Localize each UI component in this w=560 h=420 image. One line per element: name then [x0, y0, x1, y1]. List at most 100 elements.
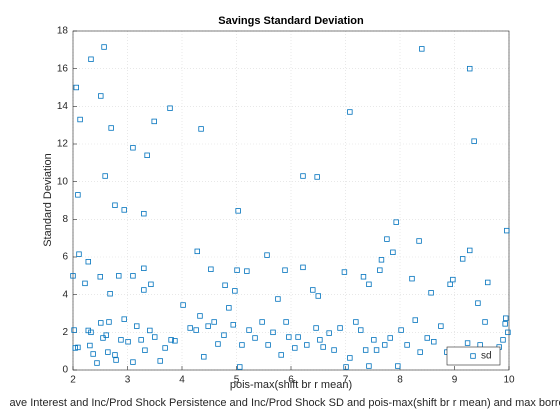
point [505, 329, 511, 336]
point [193, 327, 199, 333]
point [125, 339, 131, 345]
point [286, 334, 292, 340]
legend-label: sd [481, 351, 492, 362]
point [75, 192, 81, 198]
point [157, 358, 163, 364]
axes-box [72, 30, 510, 371]
point [387, 335, 393, 341]
y-tick-label: 16 [57, 63, 69, 74]
point [459, 256, 466, 262]
point [412, 317, 418, 323]
point [390, 249, 396, 255]
point [416, 238, 422, 244]
point [73, 84, 79, 91]
point [282, 267, 288, 273]
point [141, 210, 147, 217]
point [98, 93, 104, 99]
point [310, 287, 316, 293]
point [409, 275, 415, 282]
point [366, 281, 372, 288]
point [431, 339, 437, 345]
point [221, 332, 227, 338]
point [142, 347, 148, 353]
point [326, 330, 332, 336]
point [428, 290, 434, 296]
point [300, 173, 306, 179]
point [70, 273, 76, 279]
point [134, 323, 140, 329]
point [300, 264, 306, 271]
point [471, 138, 477, 144]
point [398, 327, 404, 333]
point [116, 273, 122, 279]
point [500, 337, 506, 343]
point [101, 44, 107, 50]
point [378, 257, 385, 263]
point [358, 327, 364, 333]
point [168, 337, 174, 343]
point [121, 316, 127, 322]
point [343, 364, 349, 370]
x-tick-label: 9 [452, 375, 458, 386]
point [88, 329, 94, 336]
point [208, 266, 214, 272]
point [172, 338, 178, 344]
point [130, 145, 136, 151]
x-axis-label: pois-max(shift br r mean) [230, 379, 352, 391]
x-tick-label: 4 [179, 375, 185, 386]
y-tick-label: 0 [62, 365, 68, 376]
point [353, 319, 359, 325]
point [384, 236, 390, 242]
point [504, 227, 510, 234]
point [148, 281, 154, 288]
point [222, 282, 228, 288]
x-tick-label: 7 [343, 375, 349, 386]
x-tick-label: 6 [288, 375, 294, 386]
point [337, 325, 343, 331]
point [106, 319, 112, 325]
point [270, 329, 276, 336]
point [107, 291, 113, 297]
legend-marker [470, 353, 476, 359]
point [419, 46, 425, 52]
point [87, 342, 93, 349]
point [304, 342, 310, 348]
point [362, 347, 369, 353]
x-tick-label: 8 [397, 375, 403, 386]
point [503, 315, 509, 321]
point [313, 325, 319, 331]
point [130, 359, 136, 365]
point [85, 259, 91, 265]
point [464, 340, 471, 346]
point [138, 337, 144, 343]
y-tick-label: 14 [57, 101, 69, 112]
legend-box [446, 346, 501, 366]
point [194, 248, 200, 255]
point [211, 319, 217, 325]
point [162, 345, 168, 351]
point [360, 274, 367, 280]
point [105, 349, 111, 355]
point [371, 337, 377, 343]
point [205, 323, 211, 329]
point [252, 335, 258, 341]
point [467, 65, 473, 72]
point [382, 342, 388, 348]
point [331, 347, 337, 353]
point [275, 296, 281, 302]
point [475, 300, 481, 306]
point [197, 313, 203, 319]
point [77, 116, 83, 123]
point [404, 342, 410, 348]
y-tick-label: 4 [62, 289, 68, 300]
point [230, 322, 236, 328]
point [102, 173, 108, 179]
point [467, 247, 473, 254]
point [108, 125, 114, 131]
x-tick-label: 10 [503, 375, 515, 386]
point [76, 251, 82, 257]
y-tick-label: 6 [62, 252, 68, 263]
point [94, 360, 100, 366]
point [341, 269, 348, 275]
